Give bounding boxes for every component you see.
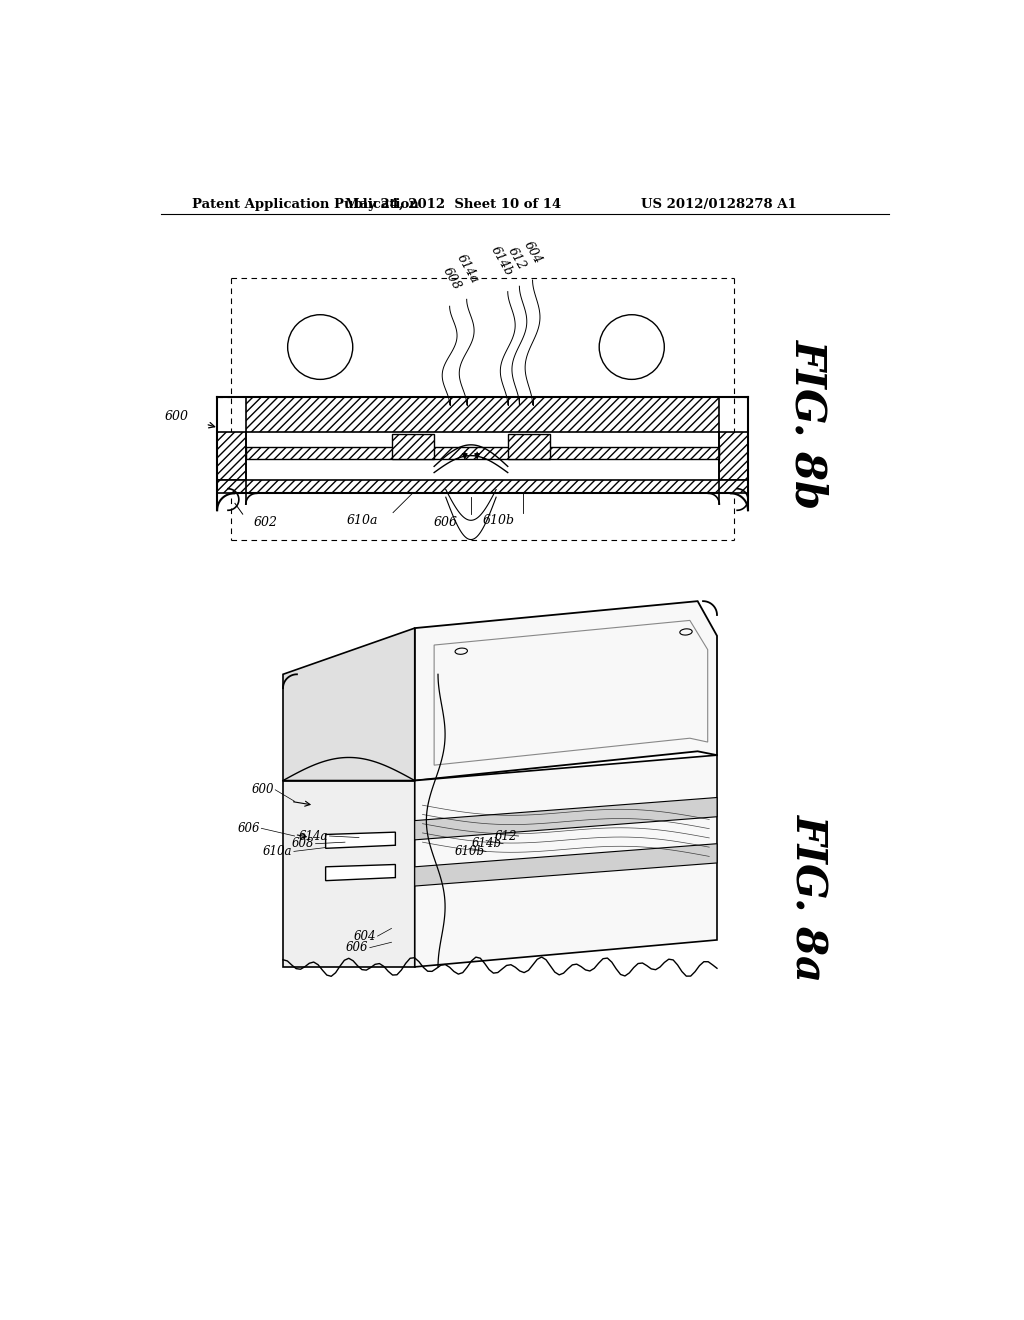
Text: 604: 604 xyxy=(521,239,544,267)
Text: 614a: 614a xyxy=(454,252,481,285)
Polygon shape xyxy=(391,434,434,459)
Polygon shape xyxy=(246,397,719,432)
Polygon shape xyxy=(508,434,550,459)
Polygon shape xyxy=(217,480,748,494)
Polygon shape xyxy=(283,628,415,780)
Text: 610a: 610a xyxy=(263,845,292,858)
Text: 608: 608 xyxy=(292,837,314,850)
Text: 606: 606 xyxy=(434,516,458,529)
Text: 600: 600 xyxy=(251,783,273,796)
Polygon shape xyxy=(217,432,246,480)
Polygon shape xyxy=(326,865,395,880)
Polygon shape xyxy=(246,447,719,459)
Text: May 24, 2012  Sheet 10 of 14: May 24, 2012 Sheet 10 of 14 xyxy=(345,198,561,211)
Text: 610b: 610b xyxy=(455,845,484,858)
Text: FIG. 8b: FIG. 8b xyxy=(787,339,829,510)
Text: 614a: 614a xyxy=(298,829,328,842)
Polygon shape xyxy=(415,843,717,886)
Polygon shape xyxy=(326,832,395,849)
Text: 606: 606 xyxy=(238,822,260,834)
Polygon shape xyxy=(719,432,748,480)
Text: 610a: 610a xyxy=(346,515,378,527)
Text: 606: 606 xyxy=(346,941,369,954)
Text: 608: 608 xyxy=(440,265,464,293)
Text: Patent Application Publication: Patent Application Publication xyxy=(191,198,418,211)
Text: 604: 604 xyxy=(353,929,376,942)
Text: 600: 600 xyxy=(165,409,188,422)
Text: 612: 612 xyxy=(495,829,517,842)
Text: 610b: 610b xyxy=(482,515,514,527)
Text: US 2012/0128278 A1: US 2012/0128278 A1 xyxy=(641,198,797,211)
Polygon shape xyxy=(415,755,717,966)
Polygon shape xyxy=(415,797,717,840)
Text: 614b: 614b xyxy=(471,837,502,850)
Polygon shape xyxy=(283,780,415,966)
Text: FIG. 8a: FIG. 8a xyxy=(787,813,829,982)
Polygon shape xyxy=(415,601,717,780)
Text: 612: 612 xyxy=(506,246,528,272)
Text: 614b: 614b xyxy=(487,243,515,277)
Polygon shape xyxy=(434,620,708,766)
Text: 602: 602 xyxy=(254,516,278,529)
